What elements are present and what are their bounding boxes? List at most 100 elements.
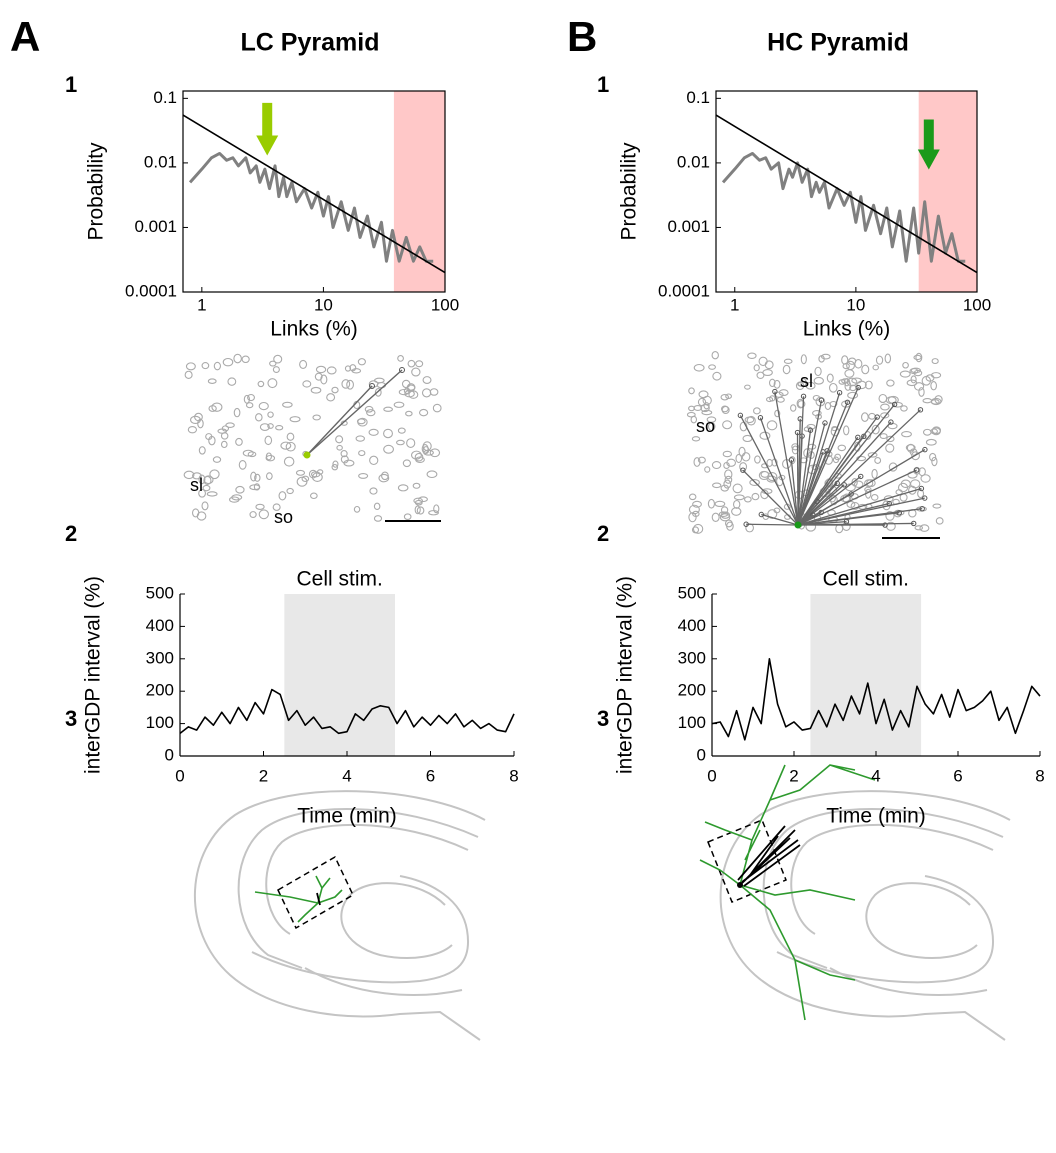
series-line bbox=[721, 151, 966, 263]
cell bbox=[249, 511, 257, 519]
link bbox=[797, 502, 890, 526]
cell bbox=[275, 425, 284, 431]
cell bbox=[899, 370, 911, 378]
cell bbox=[357, 358, 366, 366]
hippocampus-a bbox=[193, 790, 486, 1041]
cell bbox=[726, 458, 737, 467]
cell bbox=[411, 450, 422, 460]
link bbox=[746, 523, 799, 526]
cell bbox=[242, 449, 254, 457]
cell bbox=[405, 410, 413, 417]
x-axis-label: Links (%) bbox=[803, 318, 891, 341]
cell bbox=[211, 402, 223, 412]
cell bbox=[203, 475, 212, 486]
target-cell bbox=[740, 467, 746, 473]
target-cell bbox=[891, 401, 898, 408]
shaded-region bbox=[810, 594, 922, 756]
cell bbox=[265, 472, 273, 481]
cell bbox=[712, 371, 722, 381]
axes-frame bbox=[715, 90, 978, 293]
outline bbox=[762, 808, 1004, 969]
cell bbox=[909, 448, 918, 456]
layer-label: sl bbox=[190, 475, 203, 495]
cell bbox=[731, 507, 742, 516]
cell bbox=[774, 409, 781, 418]
link bbox=[797, 487, 922, 526]
cell bbox=[688, 512, 697, 523]
cell bbox=[838, 379, 846, 385]
y-tick-label: 100 bbox=[678, 713, 706, 732]
link bbox=[797, 422, 826, 526]
cell bbox=[747, 352, 757, 360]
cell bbox=[373, 377, 385, 384]
cell bbox=[264, 435, 273, 446]
x-tick-label: 8 bbox=[509, 766, 518, 785]
y-tick-label: 500 bbox=[146, 583, 174, 602]
cell bbox=[758, 356, 768, 367]
target-cell bbox=[896, 510, 902, 516]
cell bbox=[383, 406, 393, 412]
cell bbox=[733, 494, 745, 501]
y-tick-label: 0.1 bbox=[686, 88, 710, 107]
cell bbox=[835, 523, 844, 534]
cell bbox=[688, 387, 695, 395]
cell bbox=[790, 404, 797, 412]
cell bbox=[846, 360, 855, 371]
cell bbox=[930, 397, 942, 406]
target-cell bbox=[855, 384, 861, 391]
cell bbox=[346, 379, 354, 390]
cell bbox=[868, 412, 876, 420]
cell bbox=[930, 372, 942, 379]
target-cell bbox=[886, 500, 892, 507]
x-axis-label: Links (%) bbox=[270, 318, 358, 341]
outline bbox=[719, 790, 1011, 1041]
cell bbox=[208, 435, 216, 446]
cell bbox=[910, 375, 917, 384]
cell bbox=[192, 472, 202, 480]
cell bbox=[766, 420, 778, 431]
cell bbox=[692, 500, 702, 508]
target-cell bbox=[822, 420, 828, 426]
link bbox=[774, 391, 799, 526]
x-tick-label: 0 bbox=[707, 766, 716, 785]
cell bbox=[720, 506, 729, 514]
cell bbox=[913, 354, 922, 361]
cell bbox=[257, 380, 265, 388]
y-tick-label: 400 bbox=[146, 616, 174, 635]
layer-label: so bbox=[274, 507, 293, 527]
cell bbox=[373, 502, 381, 511]
target-cell bbox=[888, 419, 894, 425]
cell bbox=[286, 432, 295, 441]
cell bbox=[714, 500, 726, 508]
cell bbox=[744, 384, 751, 390]
cell bbox=[378, 473, 390, 483]
cell bbox=[233, 353, 242, 364]
cell bbox=[932, 503, 942, 509]
panel-letter: B bbox=[567, 13, 597, 60]
panel-title: LC Pyramid bbox=[241, 29, 380, 57]
target-cell bbox=[919, 505, 925, 512]
target-cell bbox=[841, 482, 847, 488]
target-cell bbox=[800, 393, 807, 399]
x-tick-label: 100 bbox=[963, 295, 991, 314]
cell bbox=[919, 524, 930, 532]
y-tick-label: 0.001 bbox=[667, 217, 710, 236]
cell bbox=[900, 479, 911, 489]
target-cell bbox=[882, 522, 888, 528]
cell bbox=[247, 393, 255, 402]
cell bbox=[198, 446, 206, 455]
cell bbox=[255, 503, 265, 510]
cell bbox=[704, 466, 711, 473]
cell bbox=[751, 492, 760, 501]
target-cell bbox=[737, 412, 744, 419]
x-tick-label: 6 bbox=[426, 766, 435, 785]
cell bbox=[393, 401, 405, 408]
cell bbox=[267, 411, 274, 418]
series-line bbox=[179, 688, 515, 735]
cell bbox=[183, 470, 195, 480]
y-axis-label: Probability bbox=[618, 142, 641, 241]
cell bbox=[235, 437, 243, 446]
cell bbox=[373, 515, 383, 522]
cell bbox=[901, 431, 912, 438]
